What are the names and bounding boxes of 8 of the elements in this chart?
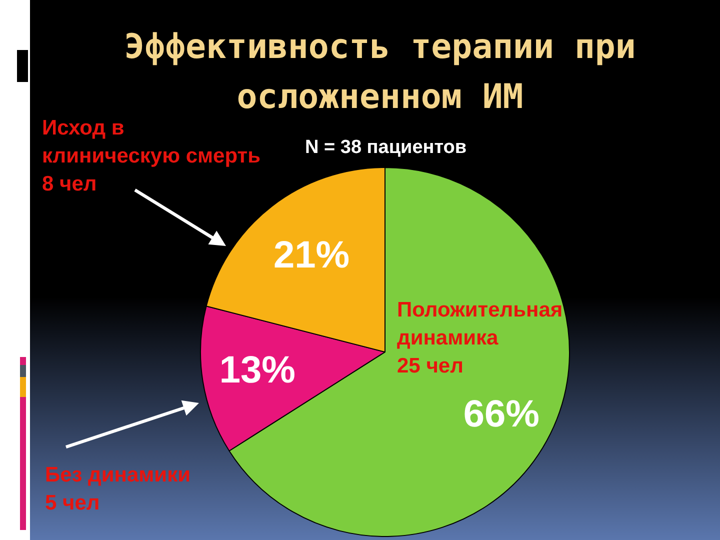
data-label: 66%: [463, 393, 540, 436]
slice-label: Положительная динамика 25 чел: [397, 298, 563, 378]
chart-title: Эффективность терапии при осложненном ИМ: [124, 27, 636, 117]
slice-label: Без динамики 5 чел: [45, 463, 191, 514]
data-label: 21%: [273, 234, 350, 277]
slice-label: Исход в клиническую смерть 8 чел: [42, 116, 261, 196]
data-label: 13%: [219, 350, 296, 392]
text: N = 38 пациентов: [305, 137, 467, 158]
